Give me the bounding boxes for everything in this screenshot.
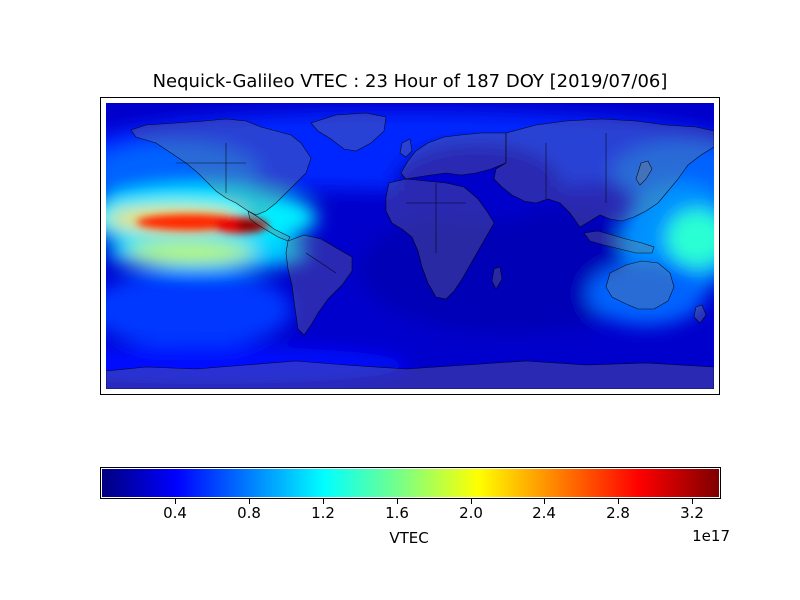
map-frame [100,97,720,395]
colorbar-tick-label: 2.8 [606,504,630,522]
asia [493,118,714,228]
colorbar-tick-label: 1.6 [385,504,409,522]
field-eurasia [393,142,562,223]
colorbar-tick-label: 1.2 [311,504,335,522]
colorbar-tick [397,499,398,504]
colorbar-tick [175,499,176,504]
colorbar-tick [471,499,472,504]
colorbar-tick-label: 2.4 [532,504,556,522]
colorbar-tick [544,499,545,504]
colorbar-tick [692,499,693,504]
new-zealand [693,304,707,324]
chart-title: Nequick-Galileo VTEC : 23 Hour of 187 DO… [152,71,668,92]
country-borders [176,133,607,274]
field-south-polar [106,346,410,385]
south-america [285,234,353,336]
colorbar-tick [249,499,250,504]
field-south-crest-band [126,242,255,262]
colorbar-tick-label: 0.4 [163,504,187,522]
field-africa-indian-min [359,206,664,334]
maritime-continent [583,230,655,254]
colorbar-multiplier: 1e17 [692,527,730,545]
colorbar-tick-label: 2.0 [459,504,483,522]
japan [635,160,653,186]
british-isles [399,138,413,158]
field-west-pacific-peak [666,209,714,267]
colorbar-tick [618,499,619,504]
continents [106,112,714,389]
vtec-field [106,110,714,385]
antarctica [106,360,714,389]
central-america [247,210,291,242]
australia [605,260,675,310]
africa [385,178,495,300]
field-north-band [106,110,714,191]
field-crest-peak [236,219,264,231]
field-australia [587,261,706,326]
colorbar-frame [100,467,721,499]
field-south-pacific [106,269,292,350]
greenland [310,112,387,152]
colorbar-label: VTEC [389,529,429,547]
north-america [130,118,312,216]
vtec-crest [136,214,269,234]
colorbar-tick-label: 3.2 [680,504,704,522]
colorbar-tick-label: 0.8 [237,504,261,522]
vtec-map [106,103,714,389]
colorbar-tick [323,499,324,504]
colorbar-gradient [102,469,719,497]
colorbar [100,467,721,499]
madagascar [491,266,503,290]
